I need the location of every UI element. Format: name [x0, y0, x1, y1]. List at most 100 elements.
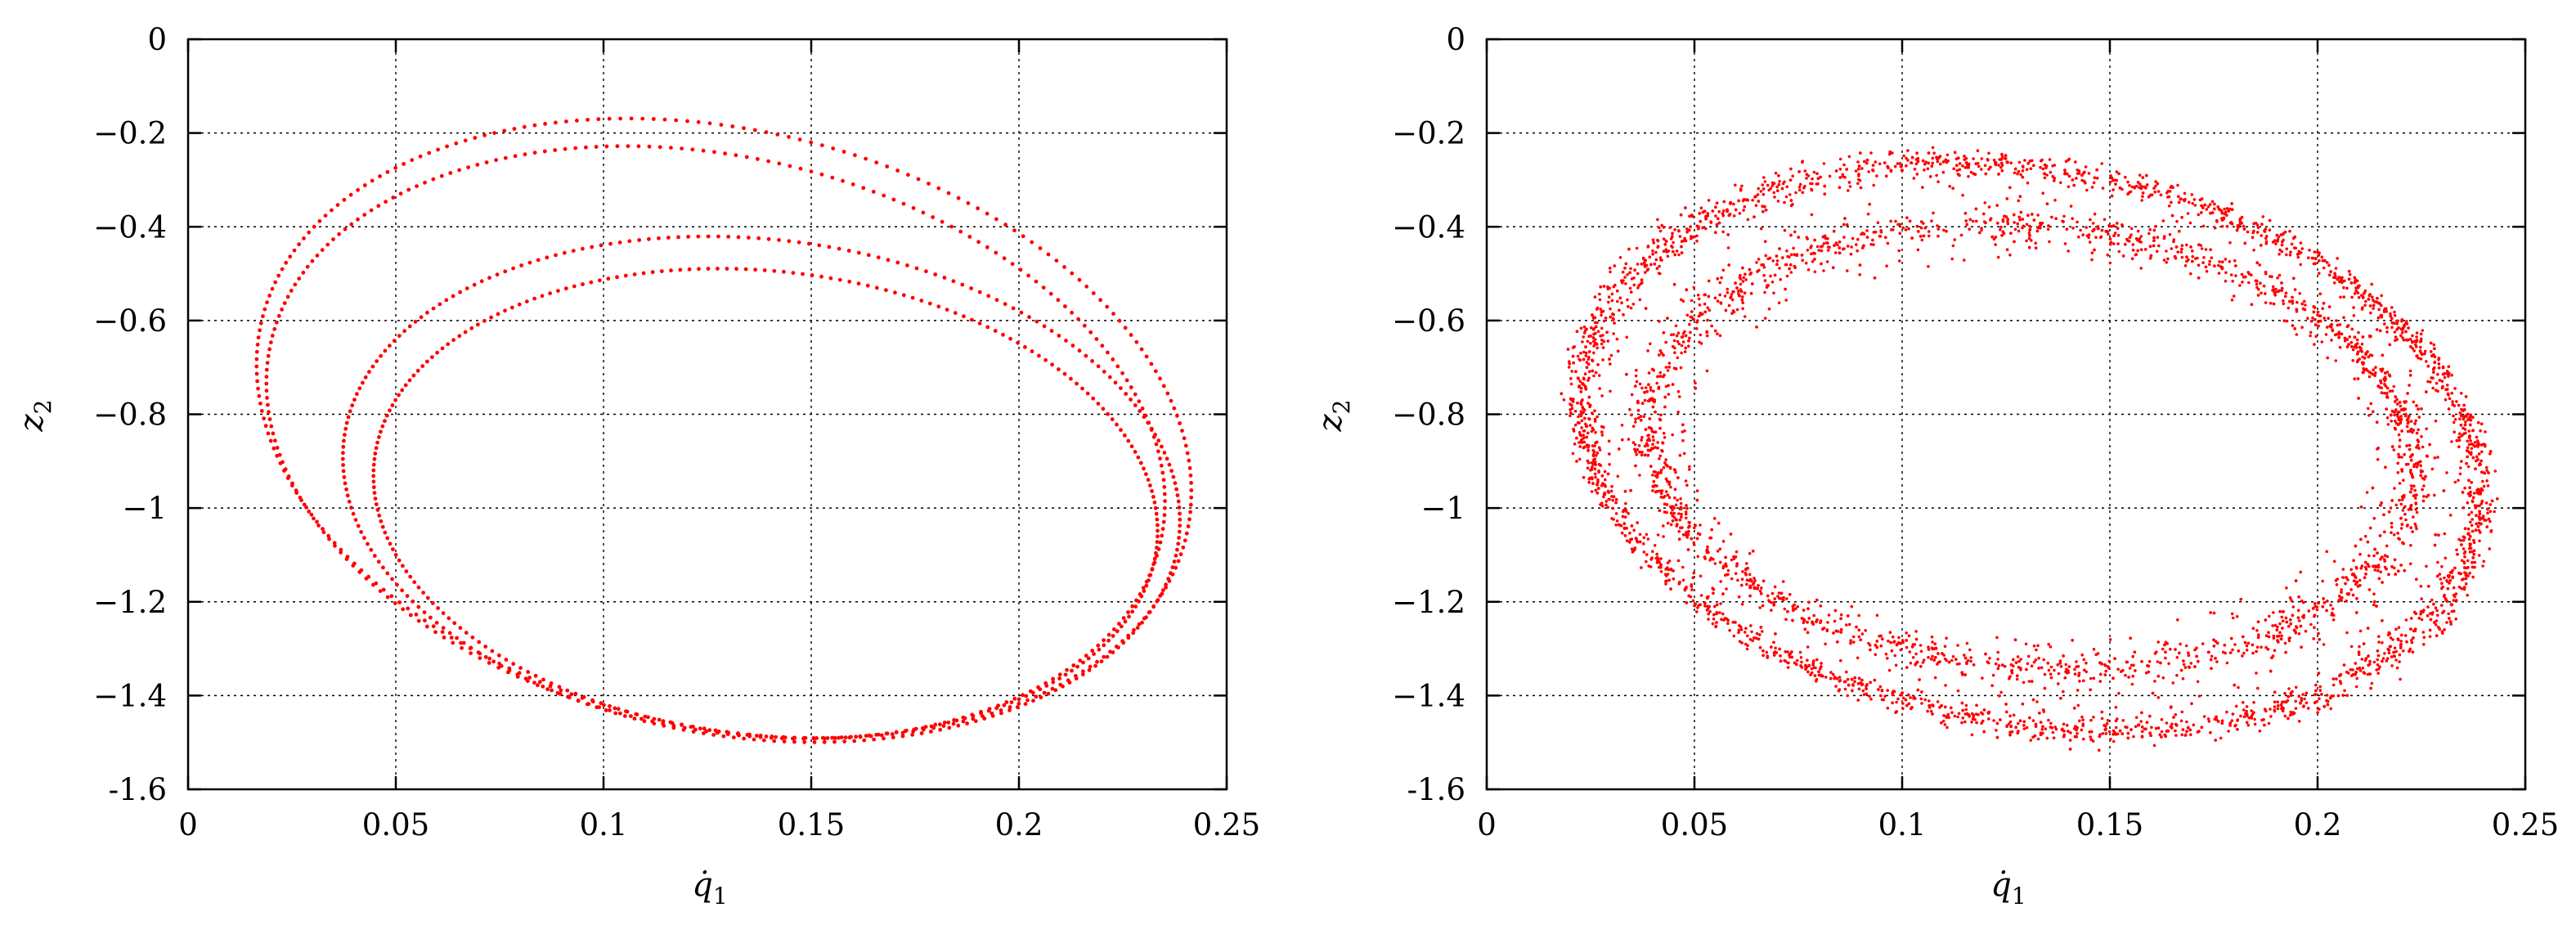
data-point: [2353, 377, 2356, 381]
data-point: [2317, 254, 2321, 257]
data-point: [2367, 407, 2370, 411]
data-point: [1697, 297, 1701, 301]
data-point: [1660, 351, 1663, 355]
data-point: [837, 246, 841, 251]
data-point: [2334, 359, 2338, 362]
data-point: [662, 723, 666, 728]
data-point: [2085, 661, 2088, 665]
data-point: [1628, 531, 1631, 535]
data-point: [1631, 303, 1636, 306]
data-point: [1942, 654, 1945, 657]
data-point: [2455, 400, 2458, 403]
data-point: [696, 234, 701, 239]
data-point: [458, 290, 462, 294]
data-point: [1588, 424, 1592, 427]
data-point: [1074, 676, 1079, 681]
data-point: [2036, 644, 2040, 648]
data-point: [2069, 204, 2073, 208]
data-point: [267, 347, 272, 352]
data-point: [2136, 723, 2140, 727]
data-point: [1905, 631, 1908, 635]
data-point: [1911, 656, 1915, 659]
data-point: [2018, 218, 2022, 222]
data-point: [1829, 671, 1833, 674]
data-point: [1578, 457, 1582, 461]
data-point: [1188, 510, 1192, 514]
data-point: [2273, 705, 2277, 708]
data-point: [961, 719, 966, 724]
data-point: [1748, 551, 1752, 555]
data-point: [2313, 614, 2316, 618]
data-point: [2354, 582, 2358, 586]
data-point: [1793, 230, 1797, 234]
data-point: [882, 193, 886, 198]
data-point: [1124, 392, 1129, 396]
data-point: [1945, 636, 1948, 640]
data-point: [809, 140, 814, 145]
data-point: [2444, 556, 2448, 560]
data-point: [571, 249, 576, 253]
data-point: [2269, 302, 2273, 305]
data-point: [2469, 439, 2472, 443]
data-point: [2318, 272, 2321, 276]
data-point: [390, 403, 395, 407]
data-point: [963, 716, 967, 721]
data-point: [1105, 654, 1110, 659]
data-point: [861, 186, 866, 191]
data-point: [1067, 681, 1072, 685]
data-point: [1627, 512, 1630, 515]
data-point: [919, 731, 924, 735]
data-point: [459, 640, 463, 645]
data-point: [712, 150, 716, 155]
data-point: [1172, 559, 1177, 564]
data-point: [487, 661, 491, 665]
data-point: [1740, 577, 1744, 581]
data-point: [1597, 374, 1601, 377]
data-point: [1986, 660, 1990, 663]
data-point: [1057, 672, 1062, 677]
data-point: [2470, 510, 2474, 514]
data-point: [1950, 711, 1954, 714]
data-point: [2003, 664, 2007, 668]
data-point: [1667, 362, 1672, 365]
data-point: [707, 121, 712, 126]
data-point: [1002, 703, 1007, 708]
data-point: [1025, 698, 1030, 703]
data-point: [1169, 469, 1174, 474]
data-point: [558, 692, 563, 696]
data-point: [1672, 249, 1675, 254]
data-point: [596, 117, 601, 122]
data-point: [1106, 638, 1111, 643]
data-point: [2290, 599, 2293, 602]
data-point: [1960, 721, 1963, 725]
data-point: [2349, 645, 2354, 649]
data-point: [787, 239, 792, 244]
data-point: [405, 594, 410, 598]
data-point: [2352, 314, 2356, 317]
data-point: [2417, 356, 2420, 360]
data-point: [2132, 735, 2135, 739]
data-point: [1667, 559, 1672, 563]
data-point: [1901, 696, 1905, 700]
data-point: [1749, 624, 1752, 627]
data-point: [438, 302, 442, 307]
data-point: [1798, 188, 1802, 192]
data-point: [2215, 220, 2219, 223]
data-point: [2372, 368, 2375, 372]
data-point: [2462, 561, 2466, 565]
data-point: [1584, 422, 1587, 426]
data-point: [1178, 421, 1182, 425]
data-point: [615, 144, 620, 149]
data-point: [384, 413, 389, 418]
data-point: [2045, 173, 2049, 177]
data-point: [772, 268, 777, 273]
data-point: [856, 281, 861, 286]
data-point: [2473, 560, 2477, 564]
data-point: [1090, 359, 1094, 363]
data-point: [1764, 254, 1768, 258]
data-point: [2440, 564, 2444, 568]
data-point: [1591, 465, 1594, 469]
data-point: [977, 321, 982, 326]
data-point: [267, 417, 272, 421]
data-point: [413, 319, 418, 324]
